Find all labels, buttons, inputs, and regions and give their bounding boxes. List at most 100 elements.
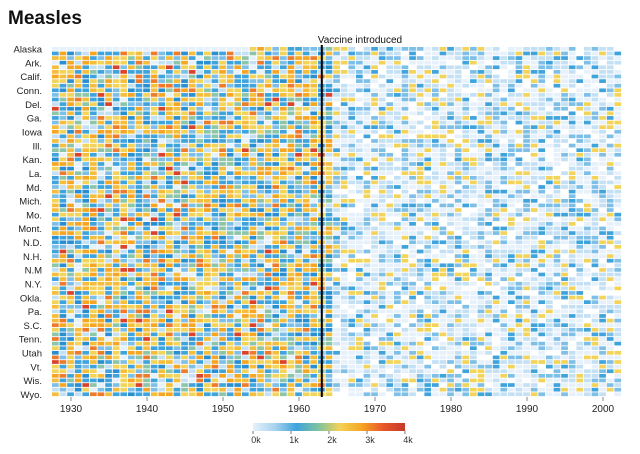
heatmap-cell: [67, 314, 74, 318]
heatmap-cell: [67, 152, 74, 157]
heatmap-cell: [82, 203, 90, 208]
heatmap-cell: [538, 323, 546, 328]
heatmap-cell: [166, 235, 173, 240]
heatmap-cell: [150, 47, 158, 51]
heatmap-cell: [295, 194, 302, 199]
heatmap-cell: [340, 245, 348, 249]
heatmap-cell: [454, 134, 462, 139]
heatmap-cell: [59, 185, 67, 189]
heatmap-cell: [143, 240, 150, 245]
heatmap-cell: [561, 175, 568, 180]
heatmap-cell: [173, 249, 181, 254]
heatmap-cell: [158, 350, 166, 355]
heatmap-cell: [310, 93, 318, 97]
heatmap-cell: [333, 327, 340, 332]
heatmap-cell: [523, 51, 530, 56]
heatmap-cell: [150, 189, 158, 194]
heatmap-cell: [614, 162, 622, 166]
heatmap-cell: [325, 93, 333, 97]
heatmap-cell: [485, 120, 492, 125]
heatmap-cell: [523, 157, 530, 162]
heatmap-cell: [416, 111, 424, 116]
heatmap-cell: [500, 327, 508, 332]
heatmap-cell: [401, 70, 409, 74]
heatmap-cell: [150, 51, 158, 56]
heatmap-cell: [394, 212, 401, 217]
heatmap-cell: [386, 152, 394, 157]
heatmap-cell: [188, 139, 196, 143]
heatmap-cell: [515, 194, 523, 199]
heatmap-cell: [584, 268, 591, 272]
heatmap-cell: [553, 258, 561, 263]
heatmap-cell: [363, 268, 371, 272]
heatmap-cell: [128, 212, 135, 217]
heatmap-cell: [135, 152, 143, 157]
heatmap-cell: [515, 152, 523, 157]
heatmap-cell: [97, 143, 105, 148]
heatmap-cell: [447, 65, 454, 70]
heatmap-cell: [158, 106, 166, 111]
heatmap-cell: [409, 180, 416, 185]
heatmap-cell: [508, 346, 515, 351]
heatmap-cell: [188, 245, 196, 249]
heatmap-cell: [52, 281, 59, 286]
heatmap-cell: [150, 88, 158, 93]
heatmap-cell: [143, 129, 150, 134]
heatmap-cell: [211, 111, 219, 116]
heatmap-cell: [264, 162, 272, 166]
heatmap-cell: [67, 143, 74, 148]
heatmap-cell: [105, 157, 112, 162]
heatmap-cell: [325, 175, 333, 180]
heatmap-cell: [150, 318, 158, 323]
heatmap-cell: [143, 60, 150, 65]
heatmap-cell: [568, 180, 576, 185]
heatmap-cell: [606, 65, 614, 70]
heatmap-cell: [394, 79, 401, 83]
heatmap-cell: [568, 93, 576, 97]
heatmap-cell: [257, 125, 264, 129]
heatmap-cell: [523, 314, 530, 318]
heatmap-cell: [492, 314, 500, 318]
heatmap-cell: [371, 47, 378, 51]
heatmap-cell: [67, 134, 74, 139]
heatmap-cell: [439, 309, 447, 314]
heatmap-cell: [568, 60, 576, 65]
heatmap-cell: [325, 125, 333, 129]
heatmap-cell: [181, 222, 188, 226]
heatmap-cell: [52, 231, 59, 235]
heatmap-cell: [508, 341, 515, 346]
heatmap-cell: [348, 162, 356, 166]
heatmap-cell: [584, 208, 591, 212]
heatmap-cell: [204, 309, 211, 314]
heatmap-cell: [561, 314, 568, 318]
heatmap-cell: [356, 194, 363, 199]
heatmap-cell: [546, 272, 553, 277]
heatmap-cell: [386, 323, 394, 328]
heatmap-cell: [416, 171, 424, 176]
heatmap-cell: [90, 157, 97, 162]
heatmap-cell: [74, 263, 82, 268]
heatmap-cell: [166, 116, 173, 120]
heatmap-cell: [614, 198, 622, 203]
heatmap-cell: [500, 111, 508, 116]
heatmap-cell: [409, 74, 416, 79]
heatmap-cell: [523, 60, 530, 65]
heatmap-cell: [120, 56, 128, 60]
heatmap-cell: [378, 51, 386, 56]
heatmap-cell: [120, 226, 128, 231]
heatmap-cell: [264, 60, 272, 65]
heatmap-cell: [188, 263, 196, 268]
heatmap-cell: [90, 185, 97, 189]
heatmap-cell: [538, 143, 546, 148]
heatmap-cell: [295, 185, 302, 189]
heatmap-cell: [606, 102, 614, 106]
heatmap-cell: [492, 198, 500, 203]
heatmap-cell: [576, 217, 584, 222]
heatmap-cell: [143, 74, 150, 79]
heatmap-cell: [234, 245, 242, 249]
heatmap-cell: [287, 341, 295, 346]
heatmap-cell: [97, 189, 105, 194]
heatmap-cell: [485, 263, 492, 268]
heatmap-cell: [52, 337, 59, 341]
heatmap-cell: [287, 240, 295, 245]
